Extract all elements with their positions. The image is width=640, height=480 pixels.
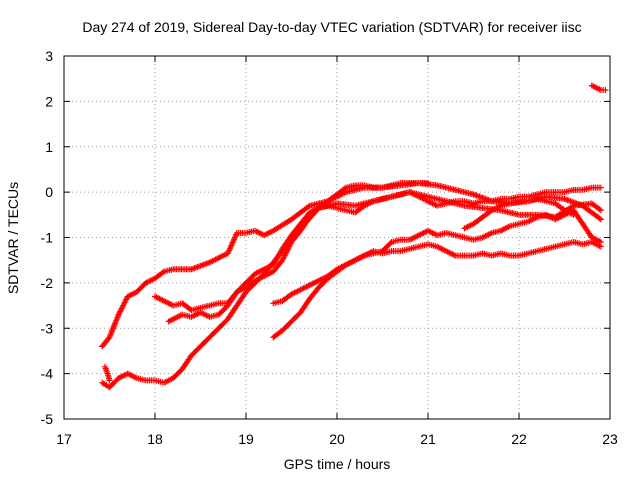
- x-axis-label: GPS time / hours: [284, 456, 391, 472]
- y-axis-label: SDTVAR / TECUs: [5, 182, 21, 294]
- data-point: [305, 203, 312, 210]
- x-tick-label: 19: [238, 431, 254, 447]
- data-point: [106, 377, 113, 384]
- series-track-9: [101, 363, 113, 384]
- y-tick-label: 2: [45, 93, 53, 109]
- series-track-8: [588, 82, 609, 94]
- data-point: [597, 184, 604, 191]
- x-tick-label: 23: [602, 431, 618, 447]
- series-track-4: [165, 180, 431, 325]
- y-tick-label: -5: [41, 411, 54, 427]
- series-track-6: [270, 207, 604, 307]
- series-track-5: [270, 239, 604, 341]
- y-tick-label: 3: [45, 48, 53, 64]
- grid: [64, 56, 610, 419]
- series-track-3: [152, 184, 604, 314]
- y-tick-label: -1: [41, 230, 54, 246]
- data-point: [597, 216, 604, 223]
- data-point: [602, 87, 609, 94]
- x-tick-label: 22: [511, 431, 527, 447]
- y-tick-label: 1: [45, 139, 53, 155]
- x-tick-label: 20: [329, 431, 345, 447]
- x-tick-label: 17: [56, 431, 72, 447]
- data-point: [596, 206, 603, 213]
- data-points: [99, 82, 609, 391]
- y-tick-label: 0: [45, 184, 53, 200]
- data-point: [597, 207, 604, 214]
- y-tick-label: -2: [41, 275, 54, 291]
- x-tick-label: 18: [147, 431, 163, 447]
- data-point: [570, 211, 577, 218]
- x-tick-label: 21: [420, 431, 436, 447]
- chart-title: Day 274 of 2019, Sidereal Day-to-day VTE…: [82, 19, 581, 35]
- data-point: [425, 180, 431, 187]
- y-tick-label: -4: [41, 366, 54, 382]
- series-track-7: [461, 195, 577, 232]
- data-point: [341, 185, 348, 192]
- data-point: [596, 215, 603, 222]
- data-point: [159, 269, 166, 276]
- data-point: [597, 239, 604, 246]
- y-tick-label: -3: [41, 320, 54, 336]
